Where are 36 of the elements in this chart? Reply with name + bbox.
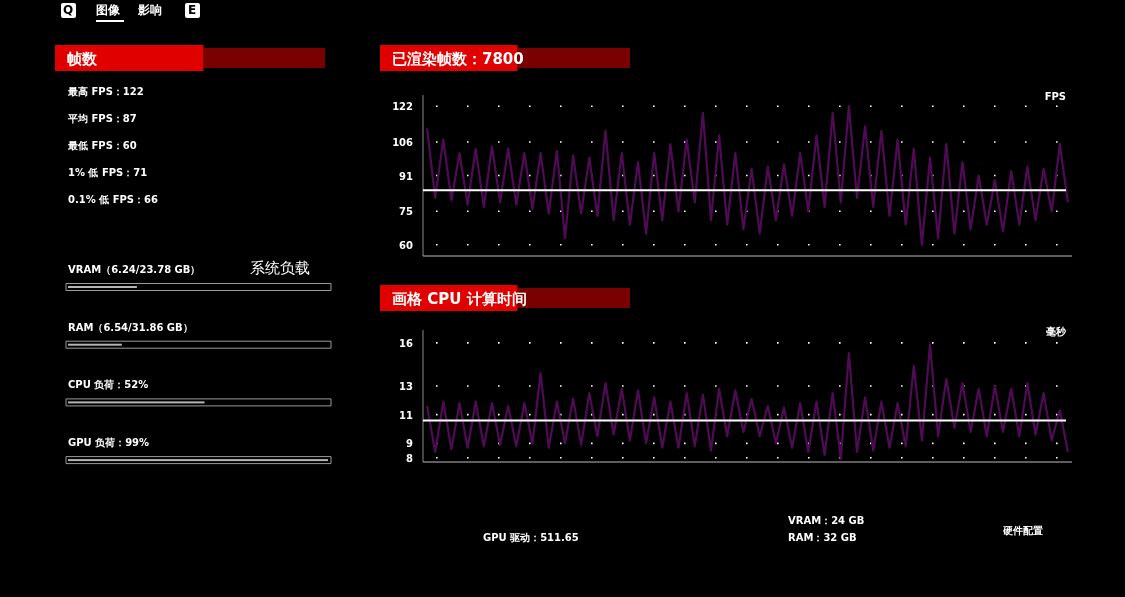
text: GPU 驱动：511.65 <box>483 532 579 543</box>
y-tick-label: 8 <box>406 452 414 464</box>
y-tick-label: GPU 负荷：99% <box>68 437 150 449</box>
y-tick-label: 122 <box>392 101 414 113</box>
text: 图像 <box>96 3 121 17</box>
y-tick-label: 13 <box>399 380 414 392</box>
y-axis-title: 毫秒 <box>1046 326 1067 337</box>
text: 平均 FPS：87 <box>67 113 137 124</box>
y-tick-label: RAM（6.54/31.86 GB） <box>68 321 193 333</box>
text: VRAM：24 GB <box>788 515 865 526</box>
y-tick-label: 75 <box>399 206 414 218</box>
text: 硬件配置 <box>1002 525 1043 536</box>
y-tick-label: 60 <box>399 239 414 251</box>
y-tick-label: 91 <box>399 170 414 182</box>
y-tick-label: VRAM（6.24/23.78 GB） <box>68 264 201 275</box>
line-series <box>426 343 1069 461</box>
bar <box>68 343 122 346</box>
y-tick-label: 11 <box>399 409 414 421</box>
text: 帧数 <box>67 50 98 68</box>
y-tick-label: 106 <box>392 136 414 148</box>
y-tick-label: 9 <box>406 438 414 450</box>
text: 系统负载 <box>250 259 310 277</box>
text: 1% 低 FPS：71 <box>68 167 148 178</box>
y-tick-label: CPU 负荷：52% <box>68 379 149 391</box>
text: RAM：32 GB <box>788 532 857 543</box>
line-series <box>426 105 1069 246</box>
text: 最低 FPS：60 <box>67 140 137 151</box>
chart-title: 已渲染帧数：7800 <box>392 50 524 68</box>
text: 0.1% 低 FPS：66 <box>68 194 159 205</box>
text: 影响 <box>137 3 162 17</box>
y-tick-label: 16 <box>399 337 414 349</box>
bar <box>68 286 137 288</box>
bar <box>68 401 205 404</box>
chart-title: 画格 CPU 计算时间 <box>392 290 527 308</box>
y-axis-title: FPS <box>1044 91 1066 102</box>
text: 最高 FPS：122 <box>67 86 144 97</box>
